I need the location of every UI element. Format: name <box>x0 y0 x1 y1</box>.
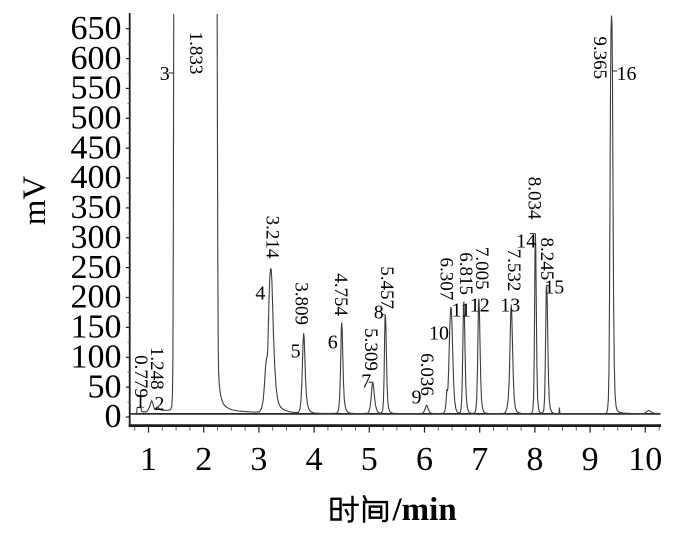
svg-text:5: 5 <box>361 441 378 478</box>
svg-text:50: 50 <box>88 368 122 405</box>
svg-text:9: 9 <box>582 441 599 478</box>
svg-text:11: 11 <box>451 300 470 322</box>
svg-text:5.309: 5.309 <box>360 328 381 371</box>
svg-text:7: 7 <box>471 441 488 478</box>
svg-text:100: 100 <box>71 339 122 376</box>
svg-text:mV: mV <box>17 176 53 226</box>
svg-text:12: 12 <box>470 294 490 316</box>
svg-text:1.248: 1.248 <box>146 347 167 390</box>
svg-text:600: 600 <box>71 40 122 77</box>
svg-text:500: 500 <box>71 100 122 137</box>
svg-text:400: 400 <box>71 159 122 196</box>
svg-text:250: 250 <box>71 249 122 286</box>
svg-text:1.833: 1.833 <box>185 32 206 75</box>
svg-text:450: 450 <box>71 129 122 166</box>
svg-text:1: 1 <box>135 390 145 412</box>
svg-text:6.815: 6.815 <box>455 252 476 295</box>
svg-text:550: 550 <box>71 70 122 107</box>
svg-text:9: 9 <box>412 386 422 408</box>
svg-text:8: 8 <box>526 441 543 478</box>
svg-text:9.365: 9.365 <box>589 36 610 79</box>
svg-text:200: 200 <box>71 279 122 316</box>
svg-text:10: 10 <box>628 441 662 478</box>
svg-text:14: 14 <box>516 230 536 252</box>
svg-text:8.245: 8.245 <box>536 238 557 281</box>
svg-text:300: 300 <box>71 219 122 256</box>
svg-text:0.779: 0.779 <box>130 355 151 398</box>
svg-text:0: 0 <box>105 398 122 435</box>
svg-text:2: 2 <box>154 393 164 415</box>
svg-text:3.214: 3.214 <box>261 216 282 259</box>
svg-text:10: 10 <box>429 323 449 345</box>
svg-text:6: 6 <box>328 331 338 353</box>
svg-text:4: 4 <box>255 283 265 305</box>
svg-text:/min: /min <box>392 492 457 528</box>
svg-text:650: 650 <box>71 10 122 47</box>
svg-text:16: 16 <box>617 63 637 85</box>
svg-text:7.532: 7.532 <box>503 249 524 292</box>
svg-text:6.036: 6.036 <box>416 353 437 396</box>
svg-text:7.005: 7.005 <box>471 247 492 290</box>
svg-text:3: 3 <box>250 441 267 478</box>
svg-text:15: 15 <box>544 277 564 299</box>
svg-text:7: 7 <box>361 370 371 392</box>
svg-text:6: 6 <box>416 441 433 478</box>
svg-text:4: 4 <box>306 441 323 478</box>
svg-text:5: 5 <box>291 340 301 362</box>
svg-text:8: 8 <box>374 301 384 323</box>
svg-text:4.754: 4.754 <box>330 273 351 316</box>
svg-text:3.809: 3.809 <box>290 282 311 325</box>
svg-text:1: 1 <box>140 441 157 478</box>
svg-text:5.457: 5.457 <box>376 266 397 309</box>
svg-text:8.034: 8.034 <box>523 177 544 220</box>
svg-text:2: 2 <box>195 441 212 478</box>
svg-text:3: 3 <box>160 63 170 85</box>
svg-text:13: 13 <box>500 294 520 316</box>
svg-text:6.307: 6.307 <box>436 258 457 301</box>
svg-text:350: 350 <box>71 189 122 226</box>
svg-text:150: 150 <box>71 309 122 346</box>
